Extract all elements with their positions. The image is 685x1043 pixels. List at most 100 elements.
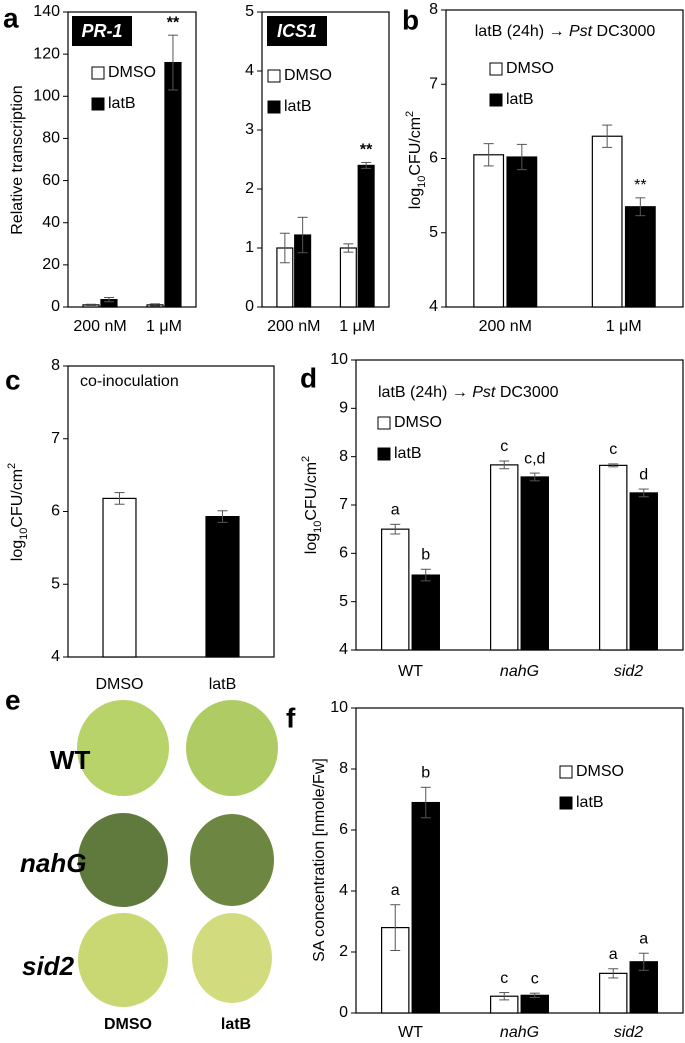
y-tick-label: 7 — [429, 75, 438, 92]
panel-label: d — [300, 362, 317, 393]
plot-frame — [67, 365, 275, 658]
legend-swatch — [267, 69, 281, 83]
text-part: log — [407, 188, 424, 209]
x-tick-label: 200 nM — [479, 318, 532, 335]
legend-label: DMSO — [394, 414, 442, 431]
y-tick-label: 4 — [339, 641, 348, 658]
bar — [102, 497, 137, 658]
x-tick-label: 200 nM — [73, 318, 126, 335]
text-part: 10 — [18, 528, 30, 540]
text-part: co-inoculation — [80, 373, 179, 390]
text-part: 10 — [416, 176, 428, 188]
text-part: 2 — [6, 463, 18, 469]
bar — [624, 206, 656, 308]
significance-label: c — [500, 438, 508, 455]
x-tick-label: WT — [398, 1024, 423, 1041]
bar — [473, 154, 505, 308]
bar — [520, 476, 549, 651]
y-tick-label: 60 — [42, 172, 60, 189]
x-tick-label: WT — [398, 663, 423, 680]
significance-label: b — [421, 765, 430, 782]
significance-label: a — [609, 946, 618, 963]
text-part: Pst — [468, 384, 496, 401]
text-part: 2 — [300, 456, 312, 462]
y-tick-label: 9 — [339, 400, 348, 417]
y-tick-label: 4 — [429, 298, 438, 315]
significance-label: ** — [360, 142, 373, 159]
y-tick-label: 8 — [429, 1, 438, 18]
leaf — [190, 814, 274, 906]
significance-label: d — [639, 466, 648, 483]
bar — [629, 492, 658, 651]
text-part: log — [9, 540, 26, 561]
y-tick-label: 3 — [245, 121, 254, 138]
legend-swatch — [559, 765, 573, 779]
bar — [164, 61, 182, 308]
chart-title: latB (24h) → Pst DC3000 — [475, 23, 656, 40]
inset-title-box — [72, 16, 132, 46]
y-axis-label: Relative transcription — [9, 85, 26, 234]
significance-label: c — [531, 970, 539, 987]
text-part: DC3000 — [495, 384, 558, 401]
leaf-photo: e WT nahG sid2 DMSO latB — [5, 684, 278, 1033]
row-label: WT — [50, 745, 91, 775]
bar — [381, 528, 410, 651]
text-part: Pst — [565, 23, 593, 40]
x-tick-label: sid2 — [614, 1024, 643, 1041]
bar — [591, 135, 623, 308]
y-tick-label: 100 — [33, 88, 60, 105]
significance-label: ** — [167, 14, 180, 31]
y-tick-label: 0 — [51, 298, 60, 315]
significance-label: a — [391, 502, 400, 519]
chart-title: co-inoculation — [80, 373, 179, 390]
y-tick-label: 6 — [51, 503, 60, 520]
y-tick-label: 1 — [245, 239, 254, 256]
legend-swatch — [267, 100, 281, 114]
row-label: nahG — [20, 848, 86, 878]
y-axis-label: log10CFU/cm2 — [404, 111, 428, 209]
bar — [599, 464, 628, 651]
significance-label: c,d — [524, 450, 545, 467]
bar — [599, 972, 628, 1014]
y-tick-label: 2 — [245, 180, 254, 197]
x-tick-label: sid2 — [614, 663, 643, 680]
legend-label: latB — [576, 794, 604, 811]
legend-label: DMSO — [506, 60, 554, 77]
y-tick-label: 6 — [339, 821, 348, 838]
y-tick-label: 10 — [330, 699, 348, 716]
legend-swatch — [489, 93, 503, 107]
plot-frame — [67, 11, 197, 308]
y-tick-label: 40 — [42, 214, 60, 231]
y-tick-label: 6 — [429, 150, 438, 167]
legend-swatch — [91, 97, 105, 111]
legend-label: DMSO — [108, 64, 156, 81]
legend-swatch — [91, 66, 105, 80]
x-tick-label: latB — [209, 676, 237, 693]
y-tick-label: 2 — [339, 943, 348, 960]
y-tick-label: 80 — [42, 130, 60, 147]
legend-swatch — [377, 416, 391, 430]
inset-title-box — [267, 16, 327, 46]
y-tick-label: 4 — [51, 648, 60, 665]
text-part: 10 — [312, 521, 324, 533]
legend-label: latB — [506, 91, 534, 108]
y-tick-label: 0 — [245, 298, 254, 315]
x-tick-label: 200 nM — [267, 318, 320, 335]
y-axis-label: log10CFU/cm2 — [6, 463, 30, 561]
text-part: latB (24h) → — [378, 384, 468, 401]
y-tick-label: 0 — [339, 1004, 348, 1021]
text-part: 2 — [404, 111, 416, 117]
text-part: DC3000 — [592, 23, 655, 40]
panel-label: c — [5, 364, 21, 395]
plot-frame — [355, 707, 684, 1014]
significance-label: ** — [634, 177, 646, 194]
y-tick-label: 120 — [33, 45, 60, 62]
text-part: latB (24h) → — [475, 23, 565, 40]
legend-label: DMSO — [576, 763, 624, 780]
bar — [411, 801, 440, 1014]
legend-swatch — [377, 447, 391, 461]
inset-title: PR-1 — [81, 21, 122, 41]
y-tick-label: 4 — [339, 882, 348, 899]
leaf — [192, 913, 272, 1003]
